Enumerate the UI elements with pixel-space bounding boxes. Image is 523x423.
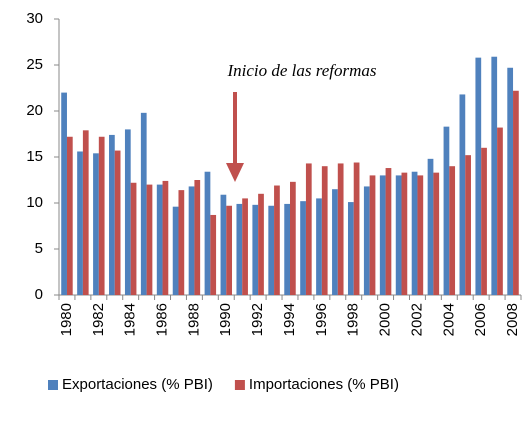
x-tick-label: 2002 [408,303,425,336]
bar [204,171,211,295]
bar [385,168,392,295]
y-tick-label: 0 [35,286,43,303]
x-tick-label: 1986 [154,303,171,336]
bar [491,56,498,295]
bar [258,193,264,295]
bar [66,136,73,295]
bar [369,175,376,295]
bar [347,202,354,295]
bar [443,126,450,295]
bar [274,185,280,295]
bar [300,201,306,295]
bar [449,166,456,295]
bar [77,151,83,295]
bar [459,94,466,295]
bar [252,204,259,295]
bar [332,189,338,295]
bar [236,203,243,295]
legend-swatch [234,380,245,390]
bar [220,194,227,295]
bar [162,180,169,295]
annotation: Inicio de las reformas [226,61,376,80]
x-tick-label: 1980 [58,303,75,336]
bar [210,214,217,295]
y-tick-label: 10 [26,194,43,211]
bar [337,163,344,295]
x-tick-label: 1998 [345,303,362,336]
legend-label: Exportaciones (% PBI) [62,376,213,393]
x-tick-label: 2004 [440,303,457,336]
bar [305,163,312,295]
bar [98,136,105,295]
x-tick-label: 1990 [217,303,234,336]
bar [156,184,163,295]
y-tick-label: 20 [26,102,43,119]
bar [465,155,471,295]
bar [411,171,418,295]
y-tick-label: 25 [26,56,43,73]
bar [61,92,67,295]
bar [363,186,370,295]
bar [497,127,503,295]
x-tick-label: 2000 [377,303,394,336]
bar [130,182,137,295]
bar [475,57,482,295]
bar [172,206,179,295]
bar [194,180,201,295]
x-tick-label: 2006 [472,303,489,336]
y-tick-label: 15 [26,148,43,165]
x-tick-label: 1988 [185,303,202,336]
x-tick-label: 1982 [90,303,107,336]
bar [481,147,487,295]
y-tick-label: 30 [26,10,43,27]
bar [284,203,290,295]
bar [290,181,296,295]
bar [316,198,322,295]
y-tick-label: 5 [35,240,43,257]
bar [242,198,248,295]
bar [188,186,195,295]
bar [395,175,402,295]
bar [417,175,424,295]
bar [109,134,115,295]
x-tick-label: 1996 [313,303,330,336]
x-tick-label: 1984 [122,303,139,336]
bar [353,162,360,295]
bar [401,172,408,295]
bar [93,153,99,295]
arrow-head [226,163,244,182]
bar [140,112,147,295]
legend-label: Importaciones (% PBI) [249,376,399,393]
bar [82,130,89,295]
bar [507,67,514,295]
x-tick-label: 2008 [504,303,521,336]
bar [226,205,233,295]
bar [433,172,440,295]
bar [427,158,434,295]
x-tick-label: 1992 [249,303,266,336]
legend-swatch [48,380,58,390]
x-tick-label: 1994 [281,303,298,336]
bar [268,205,275,295]
bar [124,129,131,295]
bar [513,90,519,295]
bar [146,184,153,295]
bar [321,166,328,295]
bar [178,190,185,295]
bar [379,175,386,295]
bar [114,150,121,295]
